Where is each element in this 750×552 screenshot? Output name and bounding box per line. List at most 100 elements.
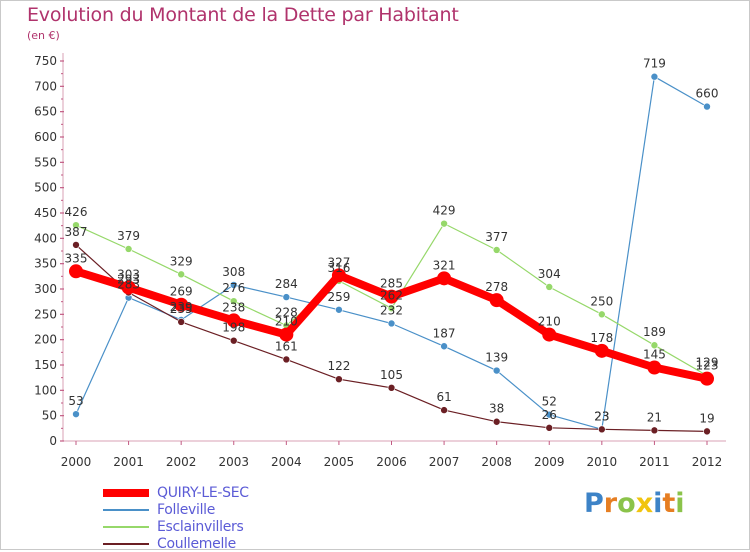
brand-letter: o bbox=[617, 488, 636, 519]
data-point bbox=[229, 281, 238, 289]
data-point bbox=[545, 283, 554, 291]
data-label: 235 bbox=[170, 302, 193, 316]
data-point bbox=[440, 219, 448, 228]
legend-label: QUIRY-LE-SEC bbox=[157, 484, 249, 501]
legend-swatch bbox=[103, 542, 149, 545]
data-point bbox=[174, 297, 189, 312]
data-point bbox=[703, 427, 711, 436]
data-label: 139 bbox=[485, 351, 508, 365]
series-layer bbox=[69, 72, 714, 436]
x-tick-label: 2011 bbox=[639, 455, 670, 469]
data-point bbox=[437, 271, 452, 286]
data-label: 303 bbox=[117, 267, 140, 281]
y-tick-label: 550 bbox=[34, 155, 57, 169]
data-label: 210 bbox=[538, 315, 561, 329]
y-tick-label: 500 bbox=[34, 181, 57, 195]
data-point bbox=[440, 406, 448, 414]
x-tick-label: 2001 bbox=[113, 455, 144, 469]
x-tick-label: 2003 bbox=[218, 455, 249, 469]
data-label: 387 bbox=[65, 225, 88, 239]
data-label: 61 bbox=[436, 390, 451, 404]
data-point bbox=[226, 313, 241, 328]
data-label: 189 bbox=[643, 325, 666, 339]
data-label: 304 bbox=[538, 267, 561, 281]
data-label: 285 bbox=[380, 277, 403, 291]
data-label: 187 bbox=[433, 326, 456, 340]
data-label: 145 bbox=[643, 348, 666, 362]
data-label: 250 bbox=[590, 294, 613, 308]
data-label: 719 bbox=[643, 57, 666, 71]
x-tick-label: 2000 bbox=[61, 455, 92, 469]
legend-swatch bbox=[103, 525, 149, 528]
data-label: 379 bbox=[117, 229, 140, 243]
data-point bbox=[594, 343, 609, 358]
legend-item: QUIRY-LE-SEC bbox=[101, 484, 249, 501]
data-point bbox=[124, 245, 133, 253]
data-point bbox=[384, 289, 399, 304]
data-point bbox=[282, 355, 291, 364]
y-tick-label: 650 bbox=[34, 105, 57, 119]
data-point bbox=[229, 297, 238, 305]
data-labels-layer: 335 303 269 238 210 327 285 321 278 210 178 145 123 5… bbox=[65, 57, 719, 426]
data-point bbox=[545, 424, 554, 432]
data-label: 178 bbox=[590, 331, 613, 345]
brand-logo: Proxiti bbox=[584, 488, 685, 519]
data-label: 329 bbox=[170, 254, 193, 268]
y-tick-label: 50 bbox=[42, 409, 57, 423]
x-tick-label: 2009 bbox=[534, 455, 565, 469]
data-point bbox=[331, 268, 346, 283]
data-label: 284 bbox=[275, 277, 298, 291]
data-point bbox=[545, 410, 554, 419]
legend-item: Coullemelle bbox=[101, 535, 249, 552]
y-tick-label: 300 bbox=[34, 282, 57, 296]
y-tick-label: 100 bbox=[34, 383, 57, 397]
y-tick-label: 450 bbox=[34, 206, 57, 220]
y-tick-label: 200 bbox=[34, 333, 57, 347]
data-point bbox=[72, 241, 80, 249]
brand-letter: x bbox=[635, 488, 654, 519]
data-point bbox=[650, 341, 659, 350]
x-tick-label: 2006 bbox=[376, 455, 407, 469]
x-tick-label: 2002 bbox=[166, 455, 197, 469]
data-point bbox=[387, 383, 396, 392]
data-point bbox=[492, 417, 501, 426]
data-label: 429 bbox=[433, 204, 456, 218]
data-point bbox=[387, 304, 396, 313]
legend: QUIRY-LE-SEC Folleville Esclainvillers Coul… bbox=[101, 484, 249, 552]
data-label: 335 bbox=[65, 251, 88, 265]
data-label: 38 bbox=[489, 402, 504, 416]
data-point bbox=[282, 293, 291, 301]
data-label: 239 bbox=[170, 300, 193, 314]
data-label: 123 bbox=[696, 359, 719, 373]
data-point bbox=[492, 246, 501, 254]
data-label: 105 bbox=[380, 368, 403, 382]
data-label: 210 bbox=[275, 315, 298, 329]
data-label: 232 bbox=[380, 303, 403, 317]
brand-letter: i bbox=[653, 488, 663, 519]
data-point bbox=[492, 366, 501, 375]
data-point bbox=[542, 327, 557, 342]
y-tick-label: 0 bbox=[49, 434, 57, 448]
axes: 0 50 100 150 200 250 300 350 400 450 500 550 600 650 7… bbox=[34, 53, 726, 469]
x-tick-label: 2010 bbox=[587, 455, 618, 469]
data-point bbox=[598, 310, 606, 319]
brand-letter: t bbox=[662, 488, 676, 519]
y-tick-label: 600 bbox=[34, 130, 57, 144]
data-label: 198 bbox=[222, 321, 245, 335]
y-tick-label: 150 bbox=[34, 358, 57, 372]
legend-label: Folleville bbox=[157, 501, 216, 518]
data-label: 23 bbox=[594, 409, 609, 423]
data-label: 283 bbox=[117, 278, 140, 292]
data-label: 23 bbox=[594, 409, 609, 423]
data-point bbox=[335, 305, 343, 314]
data-point bbox=[650, 426, 659, 435]
brand-letter: P bbox=[584, 488, 604, 519]
x-tick-label: 2004 bbox=[271, 455, 302, 469]
y-tick-label: 750 bbox=[34, 54, 57, 68]
data-point bbox=[598, 425, 606, 434]
x-tick-label: 2008 bbox=[481, 455, 512, 469]
data-point bbox=[440, 342, 448, 351]
legend-label: Coullemelle bbox=[157, 535, 236, 552]
